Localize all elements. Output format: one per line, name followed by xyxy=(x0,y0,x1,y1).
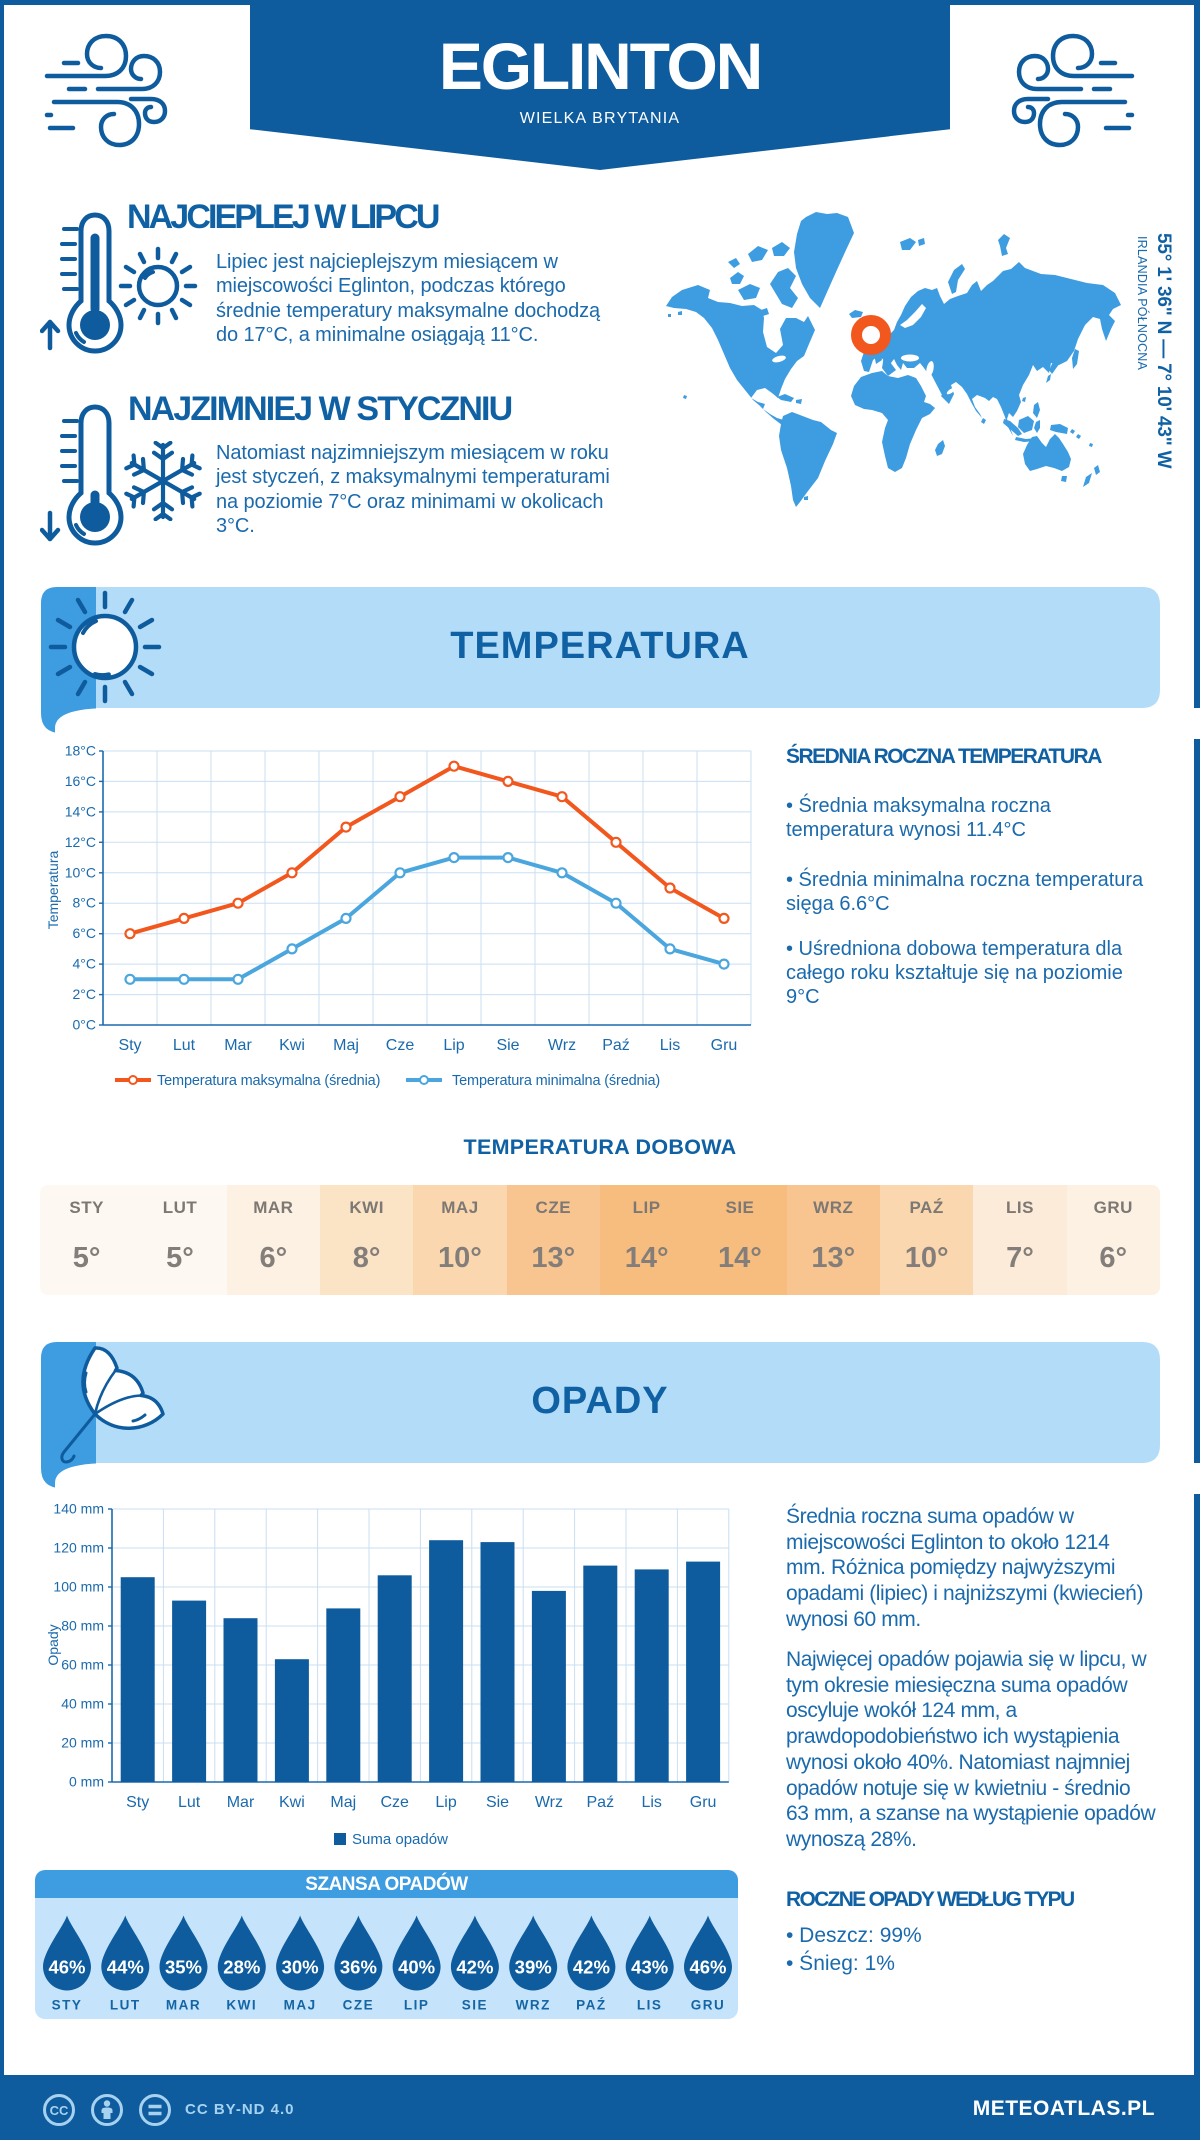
svg-text:Opady: Opady xyxy=(45,1624,61,1665)
svg-text:6°C: 6°C xyxy=(73,925,97,941)
svg-text:STY: STY xyxy=(52,1998,83,2013)
svg-text:PAŹ: PAŹ xyxy=(576,1998,607,2013)
svg-text:30%: 30% xyxy=(282,1957,319,1978)
svg-text:4°C: 4°C xyxy=(73,956,97,972)
svg-text:39%: 39% xyxy=(515,1957,552,1978)
svg-text:Sie: Sie xyxy=(496,1037,519,1054)
svg-text:14°C: 14°C xyxy=(65,803,96,819)
svg-text:CC: CC xyxy=(50,2103,69,2118)
svg-text:44%: 44% xyxy=(107,1957,144,1978)
svg-text:100 mm: 100 mm xyxy=(53,1579,104,1595)
svg-text:Wrz: Wrz xyxy=(535,1794,563,1811)
svg-text:46%: 46% xyxy=(689,1957,726,1978)
svg-text:0°C: 0°C xyxy=(73,1017,97,1033)
svg-text:16°C: 16°C xyxy=(65,773,96,789)
svg-text:Lip: Lip xyxy=(443,1037,464,1054)
svg-text:Kwi: Kwi xyxy=(279,1794,305,1811)
svg-text:GRU: GRU xyxy=(691,1998,726,2013)
svg-text:Temperatura minimalna (średnia: Temperatura minimalna (średnia) xyxy=(452,1073,660,1089)
svg-text:2°C: 2°C xyxy=(73,986,97,1002)
svg-text:Maj: Maj xyxy=(333,1037,359,1054)
svg-text:43%: 43% xyxy=(631,1957,668,1978)
svg-text:MAJ: MAJ xyxy=(284,1998,317,2013)
svg-text:42%: 42% xyxy=(573,1957,610,1978)
svg-text:12°C: 12°C xyxy=(65,834,96,850)
svg-text:46%: 46% xyxy=(48,1957,85,1978)
svg-text:18°C: 18°C xyxy=(65,743,96,759)
svg-text:Cze: Cze xyxy=(380,1794,409,1811)
svg-text:Temperatura: Temperatura xyxy=(45,850,61,929)
svg-text:20 mm: 20 mm xyxy=(61,1735,104,1751)
svg-text:Gru: Gru xyxy=(711,1037,738,1054)
svg-text:Wrz: Wrz xyxy=(548,1037,576,1054)
svg-text:KWI: KWI xyxy=(226,1998,257,2013)
svg-text:60 mm: 60 mm xyxy=(61,1657,104,1673)
svg-text:Maj: Maj xyxy=(330,1794,356,1811)
svg-text:WRZ: WRZ xyxy=(516,1998,551,2013)
svg-text:Temperatura maksymalna (średni: Temperatura maksymalna (średnia) xyxy=(157,1073,380,1089)
svg-text:Lut: Lut xyxy=(178,1794,201,1811)
svg-text:Sie: Sie xyxy=(486,1794,509,1811)
svg-text:Lut: Lut xyxy=(173,1037,196,1054)
svg-text:Lis: Lis xyxy=(660,1037,680,1054)
svg-text:140 mm: 140 mm xyxy=(53,1501,104,1517)
svg-text:10°C: 10°C xyxy=(65,864,96,880)
svg-text:36%: 36% xyxy=(340,1957,377,1978)
svg-text:Sty: Sty xyxy=(126,1794,149,1811)
svg-text:LIP: LIP xyxy=(404,1998,430,2013)
svg-text:28%: 28% xyxy=(223,1957,260,1978)
svg-text:42%: 42% xyxy=(456,1957,493,1978)
svg-text:Lip: Lip xyxy=(435,1794,456,1811)
svg-text:Lis: Lis xyxy=(641,1794,661,1811)
svg-text:CZE: CZE xyxy=(343,1998,375,2013)
svg-text:Sty: Sty xyxy=(118,1037,141,1054)
svg-text:Kwi: Kwi xyxy=(279,1037,305,1054)
svg-text:Paź: Paź xyxy=(587,1794,615,1811)
svg-text:MAR: MAR xyxy=(166,1998,201,2013)
svg-text:SIE: SIE xyxy=(462,1998,488,2013)
svg-text:Mar: Mar xyxy=(224,1037,252,1054)
svg-text:35%: 35% xyxy=(165,1957,202,1978)
svg-text:Suma opadów: Suma opadów xyxy=(352,1831,448,1848)
svg-text:Gru: Gru xyxy=(690,1794,717,1811)
svg-text:0 mm: 0 mm xyxy=(69,1774,104,1790)
svg-text:40 mm: 40 mm xyxy=(61,1696,104,1712)
svg-text:Mar: Mar xyxy=(227,1794,255,1811)
svg-text:LIS: LIS xyxy=(637,1998,663,2013)
svg-text:LUT: LUT xyxy=(110,1998,141,2013)
svg-text:40%: 40% xyxy=(398,1957,435,1978)
svg-text:120 mm: 120 mm xyxy=(53,1540,104,1556)
svg-text:80 mm: 80 mm xyxy=(61,1618,104,1634)
svg-text:Paź: Paź xyxy=(602,1037,630,1054)
svg-text:Cze: Cze xyxy=(386,1037,415,1054)
svg-text:8°C: 8°C xyxy=(73,895,97,911)
